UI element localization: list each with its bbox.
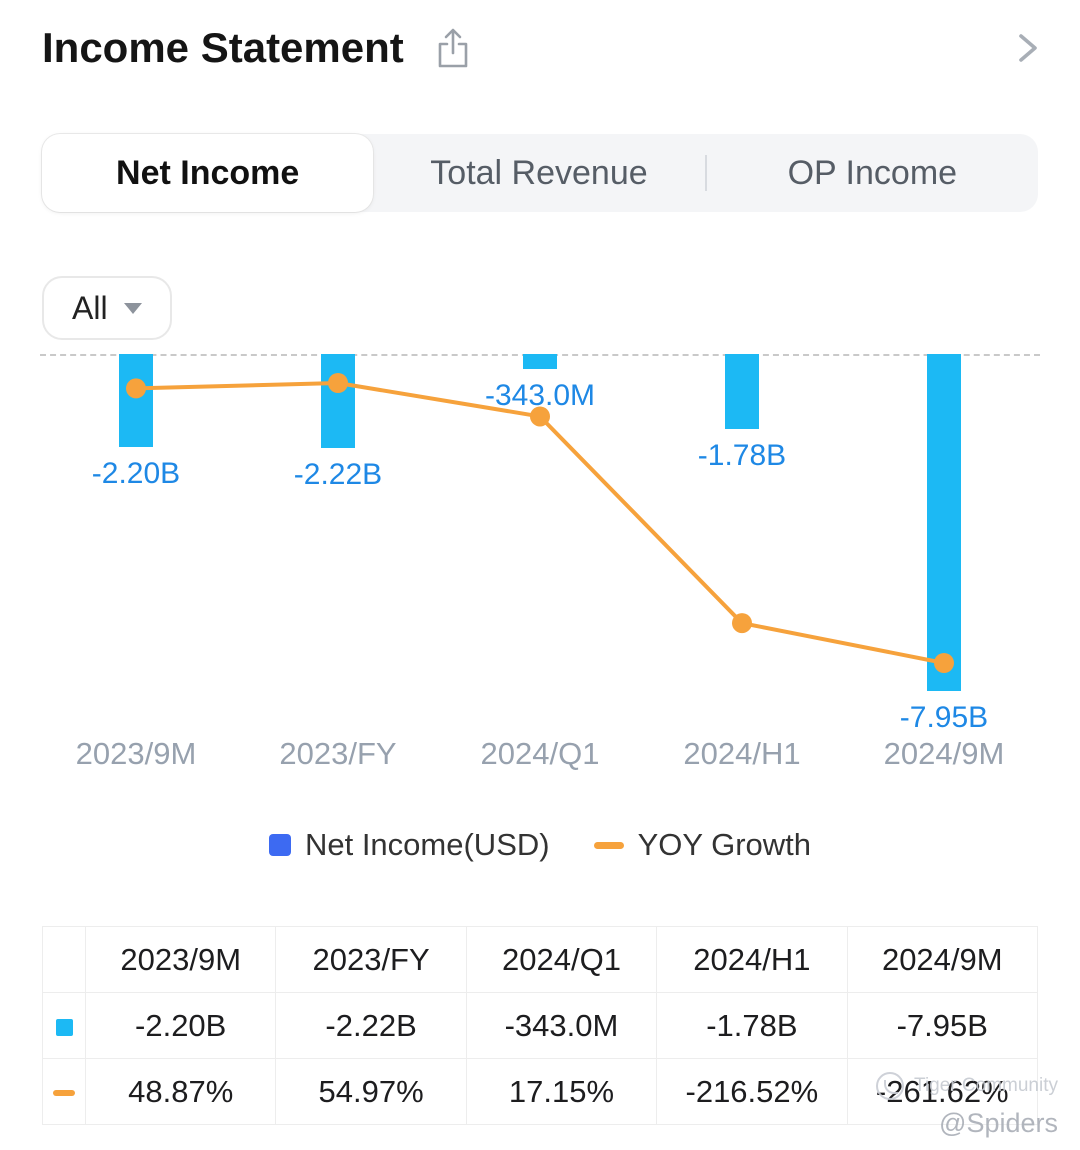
bar-value-label: -343.0M (484, 378, 596, 412)
table-cell: 17.15% (465, 1058, 658, 1125)
bar-2023/9M[interactable] (119, 354, 153, 448)
chart-legend: Net Income(USD) YOY Growth (0, 826, 1080, 864)
tab-bar: Net Income Total Revenue OP Income (42, 134, 1038, 212)
table-cell: -7.95B (846, 992, 1039, 1059)
header: Income Statement (0, 0, 1080, 78)
bar-value-label: -2.22B (293, 458, 383, 492)
table-header-cell: 2024/9M (846, 926, 1039, 993)
table-header-cell: 2023/9M (84, 926, 277, 993)
table-header-cell: 2024/H1 (656, 926, 848, 993)
bar-2024/Q1[interactable] (523, 354, 557, 369)
bar-value-label: -7.95B (899, 701, 989, 734)
table-cell: 48.87% (84, 1058, 277, 1125)
table-cell: -2.22B (275, 992, 467, 1059)
yoy-growth-point[interactable] (934, 653, 954, 673)
data-table: 2023/9M 2023/FY 2024/Q1 2024/H1 2024/9M -2.20… (42, 926, 1039, 1125)
share-icon[interactable] (434, 27, 472, 69)
tab-op-income[interactable]: OP Income (707, 134, 1038, 212)
yoy-growth-point[interactable] (732, 613, 752, 634)
bar-value-label: -2.20B (91, 457, 181, 491)
yoy-growth-point[interactable] (328, 373, 348, 393)
net-income-row-swatch (42, 992, 86, 1059)
chevron-right-icon[interactable] (1016, 26, 1040, 70)
table-cell: -261.62% (846, 1058, 1039, 1125)
line-swatch-icon (53, 1090, 75, 1097)
table-cell: -1.78B (656, 992, 848, 1059)
table-row: 48.87% 54.97% 17.15% -216.52% -261.62% (42, 1058, 1039, 1125)
page-title: Income Statement (42, 24, 404, 71)
caret-down-icon (123, 302, 142, 314)
yoy-growth-row-swatch (42, 1058, 86, 1125)
x-axis-label: 2023/FY (279, 736, 397, 771)
table-cell: -2.20B (84, 992, 277, 1059)
x-axis-label: 2023/9M (75, 736, 197, 771)
x-axis-label: 2024/9M (883, 736, 1005, 771)
legend-net-income-label: Net Income(USD) (304, 827, 550, 862)
yoy-growth-line (126, 373, 954, 673)
yoy-growth-point[interactable] (530, 406, 550, 427)
bar-2024/9M[interactable] (927, 354, 961, 691)
bar-2023/FY[interactable] (321, 354, 355, 449)
yoy-growth-point[interactable] (126, 378, 146, 399)
tab-total-revenue[interactable]: Total Revenue (373, 134, 704, 212)
table-cell: -216.52% (656, 1058, 848, 1125)
tab-net-income[interactable]: Net Income (42, 134, 374, 212)
chart-plot: -2.20B 2023/9M -2.22B 2023/FY -343.0M 2024/Q1… (0, 340, 1080, 780)
bar-swatch-icon (55, 1018, 73, 1036)
table-cell: -343.0M (465, 992, 658, 1059)
tab-divider (704, 155, 707, 191)
table-header-cell: 2024/Q1 (465, 926, 658, 993)
x-axis-label: 2024/H1 (683, 736, 801, 771)
table-corner-cell (42, 926, 86, 993)
table-row: -2.20B -2.22B -343.0M -1.78B -7.95B (42, 992, 1039, 1059)
x-axis-label: 2024/Q1 (480, 736, 600, 771)
net-income-legend-swatch (268, 834, 291, 856)
period-filter-dropdown[interactable]: All (42, 276, 172, 340)
table-header-cell: 2023/FY (275, 926, 467, 993)
period-filter-label: All (72, 289, 108, 326)
bar-value-label: -1.78B (697, 439, 787, 473)
table-cell: 54.97% (275, 1058, 467, 1125)
legend-yoy-growth-label: YOY Growth (637, 827, 812, 862)
yoy-growth-legend-swatch (593, 841, 624, 849)
bar-2024/H1[interactable] (725, 354, 759, 430)
